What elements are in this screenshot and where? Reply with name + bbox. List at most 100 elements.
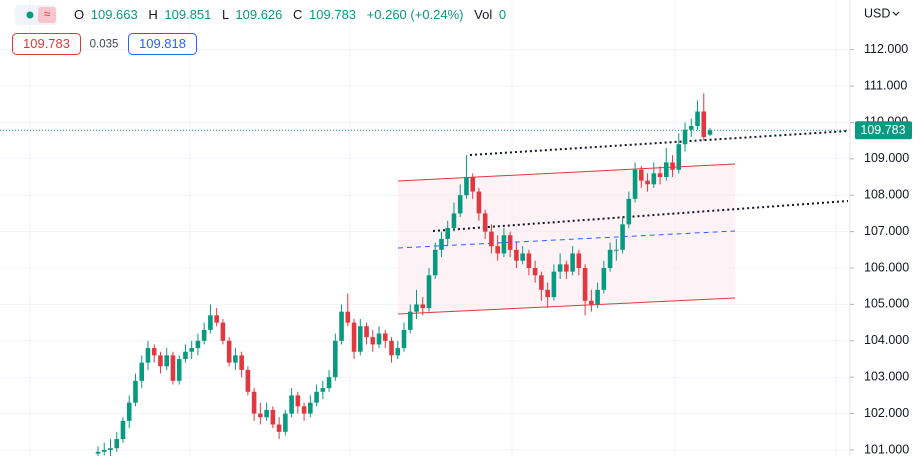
ohlc-legend: O 109.663 H 109.851 L 109.626 C 109.783 … xyxy=(74,7,506,22)
candle-body xyxy=(432,249,438,276)
candle-body xyxy=(183,351,188,359)
candle-body xyxy=(376,333,382,345)
candle-body xyxy=(464,177,469,196)
candle-body xyxy=(301,406,307,414)
price-tag-bg xyxy=(855,121,912,140)
candle-body xyxy=(364,326,369,338)
candle-body xyxy=(657,173,663,178)
candle-body xyxy=(457,195,463,214)
change-value: +0.260 (+0.24%) xyxy=(367,7,464,22)
candle-body xyxy=(308,402,313,414)
candle-body xyxy=(389,340,394,356)
candle-body xyxy=(295,395,301,407)
candle-body xyxy=(489,231,494,247)
candle-body xyxy=(557,264,563,272)
candle-body xyxy=(333,340,338,378)
candle-body xyxy=(339,311,344,341)
candle-body xyxy=(451,213,457,228)
y-tick-label: 108.000 xyxy=(864,188,909,202)
sell-box[interactable] xyxy=(12,33,81,55)
y-tick-label: 104.000 xyxy=(864,333,909,347)
candle-body xyxy=(382,333,388,341)
candle-body xyxy=(351,322,357,352)
y-tick-label: 105.000 xyxy=(864,297,909,311)
y-tick-label: 111.000 xyxy=(864,78,907,92)
candle-body xyxy=(245,369,251,392)
candle-body xyxy=(189,348,194,352)
candle-body xyxy=(632,169,638,199)
candle-body xyxy=(520,253,525,261)
candle-body xyxy=(676,144,682,170)
candle-body xyxy=(420,304,426,309)
y-tick-label: 106.000 xyxy=(864,260,909,274)
channel-lower xyxy=(397,297,736,315)
candle-body xyxy=(701,111,707,137)
y-tick-label: 107.000 xyxy=(864,224,909,238)
l-label: L xyxy=(222,7,229,22)
candle-body xyxy=(532,268,538,276)
currency[interactable]: USD xyxy=(864,6,890,20)
buy-box[interactable] xyxy=(128,33,197,55)
c-label: C xyxy=(293,7,302,22)
candle-body xyxy=(176,358,182,381)
candle-body xyxy=(345,311,351,323)
candle-body xyxy=(276,424,282,432)
candle-body xyxy=(201,329,207,341)
candle-body xyxy=(482,213,488,232)
candle-body xyxy=(514,249,519,261)
candle-body xyxy=(645,180,650,185)
candle-body xyxy=(120,420,126,440)
candle-body xyxy=(108,448,113,450)
candle-body xyxy=(264,409,269,418)
open-value: 109.663 xyxy=(91,7,138,22)
candle-body xyxy=(695,111,700,127)
candle-body xyxy=(270,409,276,425)
candle-body xyxy=(314,391,319,403)
y-tick-label: 102.000 xyxy=(864,406,909,420)
status-dot[interactable] xyxy=(26,11,34,19)
currency-caret[interactable] xyxy=(892,11,900,16)
candle-body xyxy=(663,162,669,178)
candle-body xyxy=(233,355,238,363)
candle-body xyxy=(582,268,588,301)
candle-body xyxy=(707,130,713,135)
candle-body xyxy=(670,162,675,170)
y-tick-label: 112.000 xyxy=(864,42,908,56)
candle-body xyxy=(164,355,169,367)
candle-body xyxy=(208,315,213,330)
low-value: 109.626 xyxy=(235,7,282,22)
candle-body xyxy=(239,355,244,370)
candle-body xyxy=(370,337,376,345)
candle-body xyxy=(226,340,232,363)
sell-price[interactable]: 109.783 xyxy=(23,36,70,51)
candle-body xyxy=(570,253,575,272)
candle-body xyxy=(551,271,557,298)
vol-label: Vol xyxy=(474,7,492,22)
candle-body xyxy=(145,348,151,363)
o-label: O xyxy=(74,7,84,22)
candle-body xyxy=(151,348,157,356)
candle-body xyxy=(326,377,332,389)
candle-body xyxy=(283,413,288,432)
candle-body xyxy=(614,249,619,251)
candle-body xyxy=(357,326,363,352)
candle-body xyxy=(507,235,513,250)
trendline-upper xyxy=(469,130,849,156)
price-tag: 109.783 xyxy=(855,121,912,140)
candle-body xyxy=(470,177,475,192)
approx-icon[interactable]: ≈ xyxy=(44,7,51,21)
candle-body xyxy=(688,126,694,130)
candle-body xyxy=(395,348,401,356)
candle-body xyxy=(639,169,644,181)
candle-body xyxy=(620,224,625,250)
candle-body xyxy=(214,315,219,323)
buy-price[interactable]: 109.818 xyxy=(139,36,186,51)
close-value: 109.783 xyxy=(309,7,356,22)
approx-toggle[interactable] xyxy=(38,7,56,23)
candle-body xyxy=(476,191,482,214)
spread: 0.035 xyxy=(90,39,119,51)
candle-body xyxy=(564,264,569,272)
trendline-lower xyxy=(432,200,849,232)
candle-body xyxy=(426,275,432,309)
